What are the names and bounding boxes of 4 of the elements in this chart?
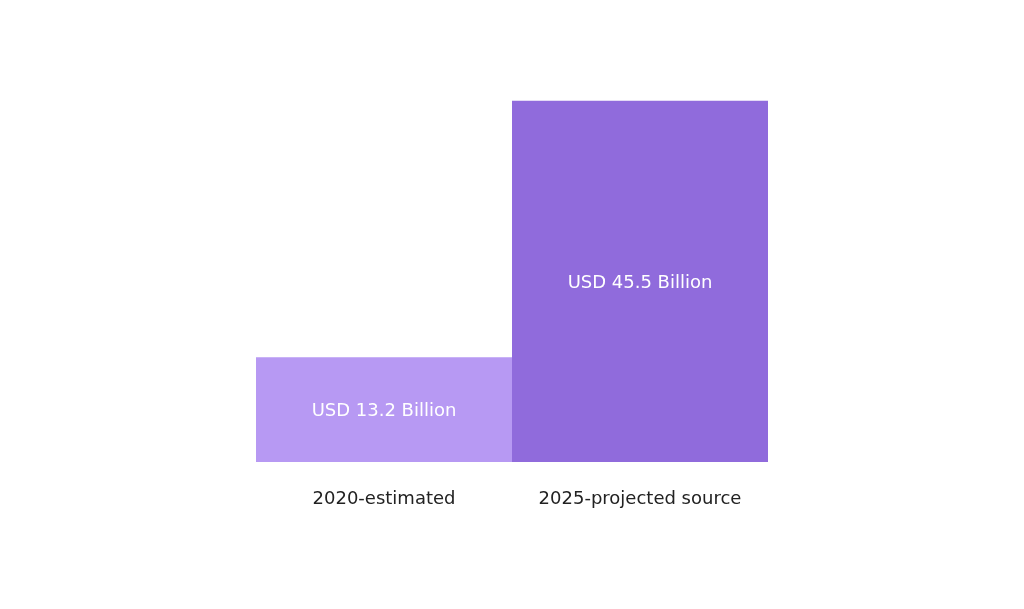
x-tick-label: 2025-projected source	[538, 486, 742, 508]
data-label: USD 45.5 Billion	[567, 270, 713, 292]
x-tick-label: 2020-estimated	[312, 486, 456, 508]
data-label: USD 13.2 Billion	[311, 399, 457, 421]
